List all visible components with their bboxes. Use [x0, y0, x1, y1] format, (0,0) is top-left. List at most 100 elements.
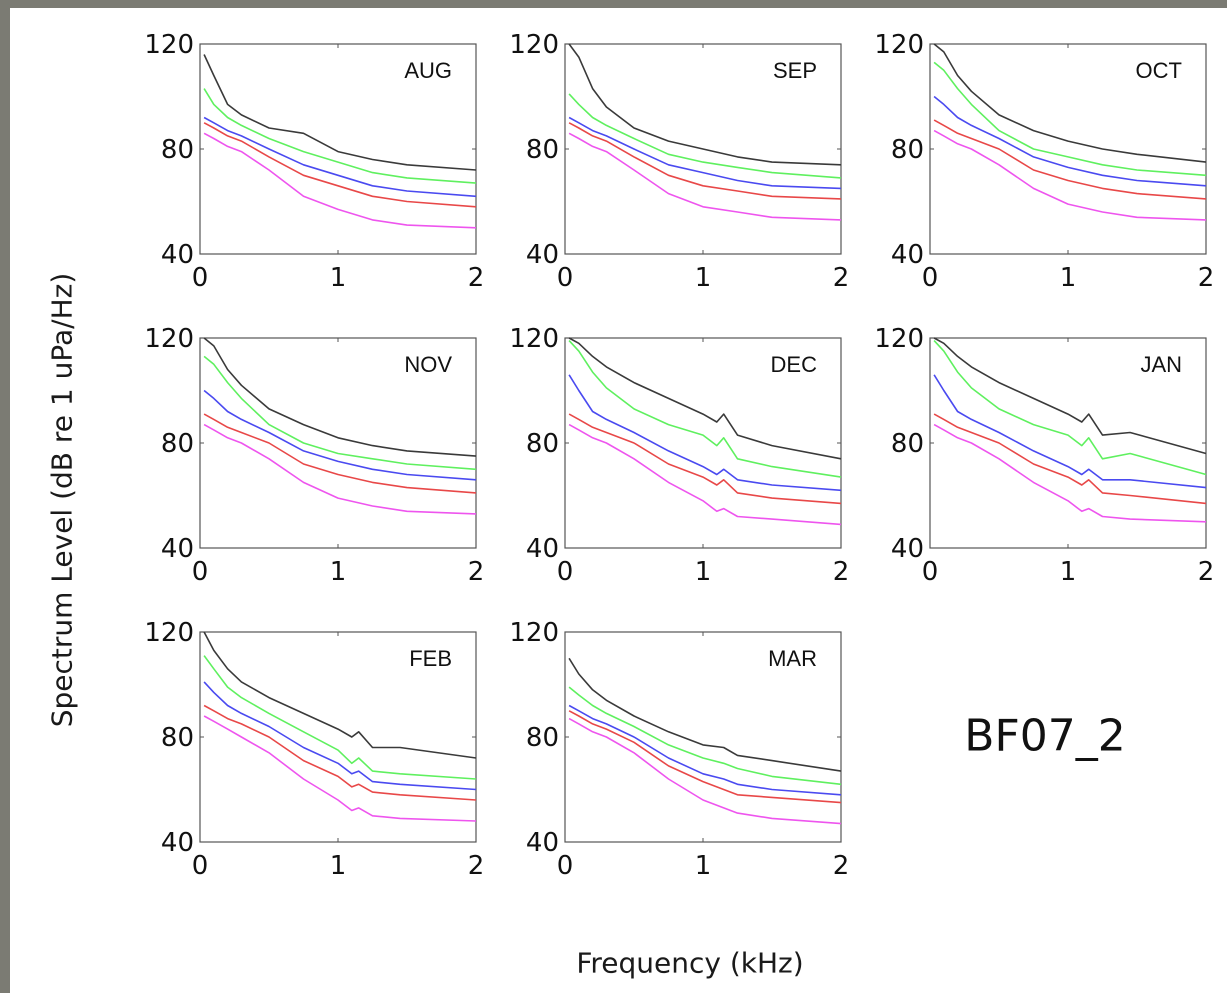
series-line-blue	[933, 95, 1207, 187]
plot-frame	[564, 337, 842, 549]
chart-panel-oct: OCT 0 1 2 40 80 120	[874, 30, 1214, 293]
series-line-black	[203, 337, 477, 457]
series-line-blue	[568, 116, 842, 190]
chart-panel-jan: JAN 0 1 2 40 80 120	[874, 324, 1214, 587]
series-line-black	[933, 337, 1207, 455]
panel-title: NOV	[404, 352, 452, 377]
series-line-magenta	[933, 129, 1207, 221]
plot-frame	[199, 43, 477, 255]
series-line-magenta	[568, 423, 842, 526]
series-line-blue	[568, 374, 842, 492]
series-line-magenta	[568, 717, 842, 825]
chart-panel-sep: SEP 0 1 2 40 80 120	[509, 30, 849, 293]
x-tick-label: 2	[833, 851, 850, 881]
y-tick-label: 40	[891, 534, 924, 564]
x-axis-label: Frequency (kHz)	[576, 946, 804, 980]
series-line-red	[203, 413, 477, 494]
panel-title: MAR	[768, 646, 817, 671]
series-line-black	[203, 631, 477, 759]
panel-title: AUG	[404, 58, 452, 83]
chart-panel-aug: AUG 0 1 2 40 80 120	[144, 30, 484, 293]
chart-panel-mar: MAR 0 1 2 40 80 120	[509, 618, 849, 881]
x-tick-label: 2	[833, 263, 850, 293]
series-line-black	[203, 54, 477, 171]
series-line-green	[568, 93, 842, 179]
series-line-red	[203, 704, 477, 801]
y-axis-label: Spectrum Level (dB re 1 uPa/Hz)	[45, 272, 79, 728]
y-tick-label: 120	[509, 324, 559, 354]
y-tick-label: 120	[874, 30, 924, 60]
y-tick-label: 80	[526, 723, 559, 753]
panel-title: OCT	[1136, 58, 1182, 83]
y-tick-label: 80	[161, 429, 194, 459]
series-line-black	[568, 43, 842, 166]
chart-panel-dec: DEC 0 1 2 40 80 120	[509, 324, 849, 587]
y-tick-label: 40	[161, 534, 194, 564]
series-line-magenta	[203, 132, 477, 229]
y-tick-label: 80	[161, 135, 194, 165]
y-tick-label: 80	[526, 429, 559, 459]
x-tick-label: 0	[557, 263, 574, 293]
y-tick-label: 40	[526, 828, 559, 858]
series-line-green	[933, 340, 1207, 476]
y-tick-label: 40	[891, 240, 924, 270]
x-tick-label: 2	[468, 851, 485, 881]
x-tick-label: 0	[922, 263, 939, 293]
series-line-red	[203, 122, 477, 208]
series-line-blue	[203, 116, 477, 198]
series-line-red	[933, 119, 1207, 200]
slide-canvas: AUG 0 1 2 40 80 120 SEP 0 1 2 40 80 120 OCT 0 1 2 40 80 120 N…	[10, 8, 1227, 993]
series-line-magenta	[203, 715, 477, 822]
y-tick-label: 40	[526, 240, 559, 270]
x-tick-label: 2	[468, 557, 485, 587]
y-tick-label: 120	[874, 324, 924, 354]
series-line-blue	[568, 704, 842, 796]
series-line-black	[933, 43, 1207, 163]
y-tick-label: 80	[161, 723, 194, 753]
series-line-black	[568, 337, 842, 460]
series-line-green	[933, 61, 1207, 177]
series-line-green	[568, 686, 842, 786]
x-tick-label: 1	[695, 263, 712, 293]
chart-panel-feb: FEB 0 1 2 40 80 120	[144, 618, 484, 881]
series-line-green	[203, 355, 477, 471]
chart-panel-nov: NOV 0 1 2 40 80 120	[144, 324, 484, 587]
y-tick-label: 40	[161, 828, 194, 858]
y-tick-label: 120	[144, 30, 194, 60]
y-tick-label: 120	[509, 30, 559, 60]
series-line-magenta	[568, 132, 842, 221]
y-tick-label: 80	[891, 135, 924, 165]
panel-title: SEP	[773, 58, 817, 83]
series-line-green	[568, 340, 842, 478]
x-tick-label: 2	[1198, 263, 1215, 293]
series-line-blue	[203, 389, 477, 481]
plot-frame	[199, 337, 477, 549]
series-line-green	[203, 88, 477, 184]
x-tick-label: 0	[192, 263, 209, 293]
x-tick-label: 1	[695, 557, 712, 587]
series-line-magenta	[203, 423, 477, 515]
y-tick-label: 120	[509, 618, 559, 648]
series-line-red	[933, 413, 1207, 505]
series-line-red	[568, 122, 842, 200]
x-tick-label: 2	[468, 263, 485, 293]
plot-frame	[929, 337, 1207, 549]
series-line-red	[568, 413, 842, 505]
plot-frame	[199, 631, 477, 843]
series-line-red	[568, 710, 842, 804]
y-tick-label: 40	[161, 240, 194, 270]
panel-title: DEC	[771, 352, 818, 377]
x-tick-label: 0	[192, 851, 209, 881]
y-tick-label: 80	[891, 429, 924, 459]
x-tick-label: 1	[330, 263, 347, 293]
x-tick-label: 0	[557, 851, 574, 881]
x-tick-label: 1	[1060, 557, 1077, 587]
y-tick-label: 120	[144, 618, 194, 648]
panel-title: FEB	[409, 646, 452, 671]
station-label: BF07_2	[964, 710, 1126, 762]
x-tick-label: 1	[330, 557, 347, 587]
y-tick-label: 120	[144, 324, 194, 354]
x-tick-label: 0	[922, 557, 939, 587]
x-tick-label: 1	[695, 851, 712, 881]
